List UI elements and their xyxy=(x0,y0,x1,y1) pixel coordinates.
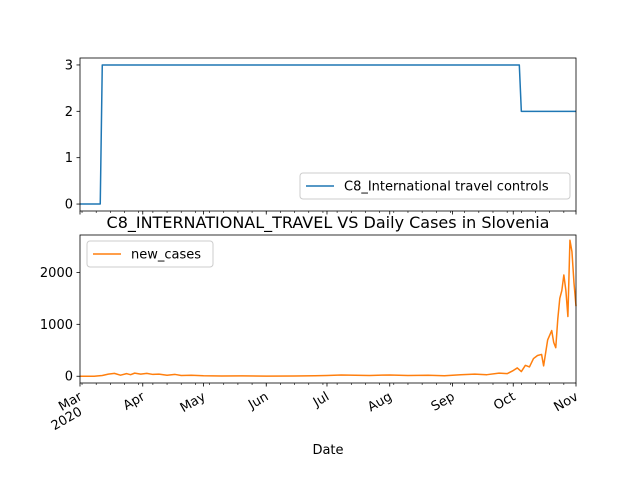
x-tick-label: Sep xyxy=(429,389,458,414)
legend-label: C8_International travel controls xyxy=(344,180,549,195)
x-tick-label: Nov xyxy=(552,389,582,415)
y-tick-label: 2 xyxy=(65,105,73,120)
y-tick-label: 0 xyxy=(65,370,73,385)
series-line-c8-international-travel-controls xyxy=(80,64,576,205)
y-tick-label: 2000 xyxy=(40,266,73,281)
legend-label: new_cases xyxy=(131,248,201,263)
x-axis-label: Date xyxy=(312,443,343,458)
y-tick-label: 0 xyxy=(65,198,73,213)
x-tick-label: Jun xyxy=(245,389,271,413)
x-tick-label: Oct xyxy=(491,389,518,413)
y-tick-label: 1000 xyxy=(40,318,73,333)
y-tick-label: 3 xyxy=(65,58,73,73)
bottom-axes: 0 1000 2000 new_cases C8_INTERNATIONAL_TRAVE… xyxy=(40,213,581,458)
x-tick-label: Apr xyxy=(121,389,149,414)
top-axes: 0 1 2 3 C8_International travel controls xyxy=(65,57,577,215)
y-tick-label: 1 xyxy=(65,151,73,166)
legend-box xyxy=(86,240,214,268)
legend-box xyxy=(299,172,571,200)
axes-frame xyxy=(79,57,577,212)
x-tick-label: Jul xyxy=(310,389,332,410)
axes-frame xyxy=(79,234,577,384)
x-tick-label: May xyxy=(178,389,209,416)
chart-title: C8_INTERNATIONAL_TRAVEL VS Daily Cases i… xyxy=(107,213,550,233)
x-tick-label: Aug xyxy=(365,389,394,415)
series-line-new-cases xyxy=(80,239,577,377)
